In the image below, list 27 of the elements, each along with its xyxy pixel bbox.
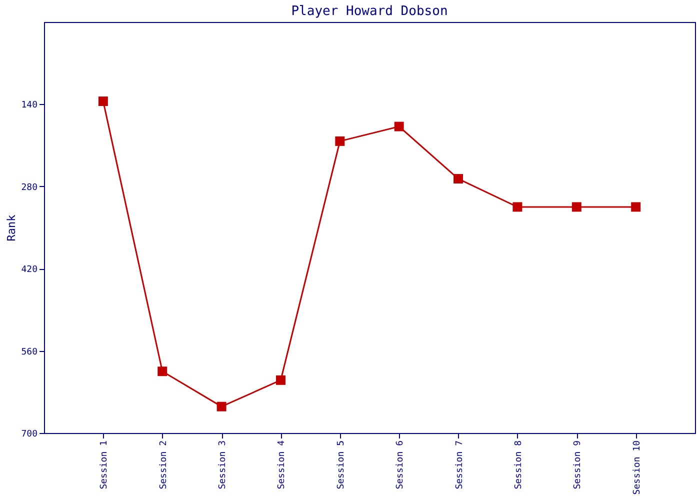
point (572, 202, 582, 212)
y-axis-title: Rank (5, 214, 18, 242)
point (394, 122, 404, 132)
x-tick-label: Session 8 (514, 440, 524, 490)
point (631, 202, 641, 212)
x-tick-label: Session 10 (632, 440, 642, 495)
point (98, 96, 108, 106)
x-tick-label: Session 2 (158, 440, 169, 490)
point (276, 375, 286, 385)
point (158, 366, 168, 376)
y-tick-label: 560 (21, 347, 38, 358)
x-tick-label: Session 5 (336, 440, 346, 490)
x-tick-label: Session 3 (218, 440, 228, 490)
x-tick-label: Session 1 (100, 440, 110, 490)
y-tick-label: 140 (21, 100, 38, 111)
x-tick-label: Session 9 (573, 440, 584, 490)
x-tick-label: Session 6 (396, 440, 406, 490)
chart-title: Player Howard Dobson (291, 4, 448, 19)
x-tick-label: Session 4 (277, 440, 288, 490)
point (335, 136, 345, 146)
point (454, 174, 464, 184)
point (216, 402, 226, 412)
y-tick-label: 280 (21, 182, 38, 193)
point (512, 202, 522, 212)
x-tick-label: Session 7 (454, 440, 465, 490)
y-tick-label: 700 (21, 430, 38, 440)
y-tick-label: 420 (21, 265, 38, 276)
